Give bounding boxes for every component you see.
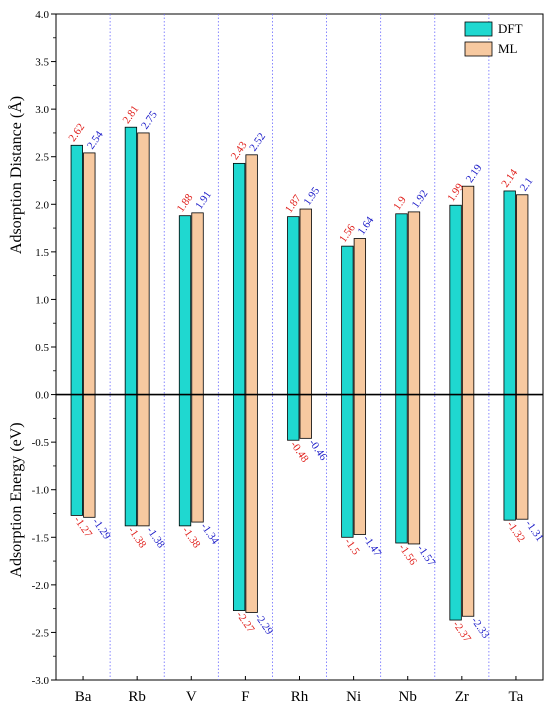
y-tick-label: -2.0	[32, 580, 50, 592]
bar-energy-dft	[124, 394, 138, 527]
bar-energy-dft	[395, 394, 408, 544]
y-tick-label: 1.5	[35, 247, 49, 259]
bar-distance-dft	[178, 215, 192, 395]
y-tick-label: -3.0	[32, 675, 50, 687]
bar-energy-dft	[341, 394, 354, 538]
bar-distance-ml	[461, 185, 475, 395]
bar-energy-dft	[503, 394, 516, 521]
bar-distance-ml	[299, 208, 312, 395]
y-axis-label-top: Adsorption Distance (Å)	[7, 96, 25, 254]
bar-energy-dft	[70, 394, 83, 516]
x-tick-label: Rb	[128, 689, 146, 705]
bars	[70, 126, 529, 621]
y-tick-label: 3.5	[35, 57, 49, 69]
bar-distance-dft	[395, 213, 408, 395]
bar-distance-ml	[83, 152, 96, 395]
legend-swatch-ml	[464, 41, 493, 57]
bar-distance-dft	[70, 144, 83, 395]
plot-area	[55, 13, 544, 681]
bar-distance-dft	[503, 190, 516, 395]
y-tick-label: 0.0	[35, 390, 49, 402]
x-tick-label: Rh	[291, 689, 309, 705]
x-axis: Ba Rb V F Rh Ni Nb Zr Ta	[75, 676, 524, 705]
y-axis-label-bottom: Adsorption Energy (eV)	[8, 422, 25, 577]
bar-energy-dft	[178, 394, 192, 527]
bar-energy-dft	[449, 394, 462, 621]
bar-distance-ml	[407, 211, 421, 395]
y-tick-label: -1.0	[32, 485, 50, 497]
legend: DFT ML	[464, 21, 523, 57]
x-tick-label: Ta	[509, 689, 524, 705]
bar-distance-ml	[516, 194, 529, 395]
bar-energy-ml	[137, 394, 150, 527]
bar-energy-ml	[407, 394, 421, 545]
bar-energy-ml	[299, 394, 312, 439]
bar-distance-ml	[137, 132, 150, 395]
legend-label-ml: ML	[498, 41, 518, 56]
bar-distance-dft	[449, 204, 462, 395]
category-separators	[109, 14, 490, 680]
y-tick-label: 2.5	[35, 152, 49, 164]
x-tick-label: V	[186, 689, 197, 705]
legend-swatch-dft	[464, 21, 493, 37]
bar-energy-dft	[287, 394, 300, 441]
bar-energy-ml	[83, 394, 96, 518]
bar-distance-dft	[124, 126, 138, 395]
bar-energy-ml	[191, 394, 204, 523]
y-tick-label: -0.5	[32, 437, 50, 449]
x-tick-label: F	[241, 689, 249, 705]
y-tick-label: 4.0	[35, 9, 49, 21]
bar-distance-dft	[287, 216, 300, 395]
bar-energy-ml	[461, 394, 475, 617]
bar-distance-dft	[341, 245, 354, 395]
x-tick-label: Ba	[75, 689, 92, 705]
y-axis: 4.0 3.5 3.0 2.5 2.0 1.5 1.0 0.5 0.0 -0.5 -1.0 -1.5 -…	[32, 9, 56, 687]
bar-energy-ml	[516, 394, 529, 520]
bar-energy-dft	[232, 394, 246, 611]
bar-distance-ml	[353, 238, 367, 395]
y-tick-label: -2.5	[32, 627, 50, 639]
x-tick-label: Zr	[455, 689, 469, 705]
bar-energy-ml	[245, 394, 258, 613]
bar-energy-ml	[353, 394, 367, 535]
y-tick-label: -1.5	[32, 532, 50, 544]
y-tick-label: 0.5	[35, 342, 49, 354]
legend-label-dft: DFT	[498, 21, 523, 36]
y-tick-label: 1.0	[35, 294, 49, 306]
bar-distance-ml	[245, 154, 258, 395]
bar-distance-dft	[232, 162, 246, 395]
y-tick-label: 3.0	[35, 104, 49, 116]
x-tick-label: Ni	[346, 689, 361, 705]
x-tick-label: Nb	[399, 689, 417, 705]
y-tick-label: 2.0	[35, 199, 49, 211]
bar-distance-ml	[191, 212, 204, 395]
